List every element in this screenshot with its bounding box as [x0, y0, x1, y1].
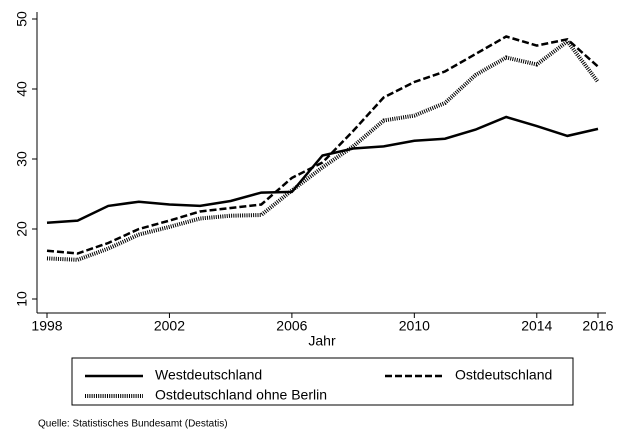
x-axis-label: Jahr [308, 333, 336, 349]
x-tick-label: 1998 [31, 318, 62, 334]
y-tick-label: 10 [14, 291, 30, 307]
x-tick-label: 2002 [154, 318, 185, 334]
x-tick-label: 2010 [399, 318, 430, 334]
legend-label: Ostdeutschland [455, 367, 552, 383]
series-line [46, 38, 600, 262]
y-tick-label: 20 [14, 221, 30, 237]
y-tick-label: 30 [14, 151, 30, 167]
series-line [46, 115, 599, 224]
legend-label: Westdeutschland [155, 367, 262, 383]
x-tick-label: 2006 [276, 318, 307, 334]
source-note: Quelle: Statistisches Bundesamt (Destati… [38, 419, 228, 430]
series-line [46, 35, 599, 255]
legend [71, 357, 574, 406]
y-tick-label: 40 [14, 81, 30, 97]
y-tick-label: 50 [14, 11, 30, 27]
x-tick-label: 2016 [582, 318, 613, 334]
legend-label: Ostdeutschland ohne Berlin [155, 387, 327, 403]
x-tick-label: 2014 [521, 318, 552, 334]
